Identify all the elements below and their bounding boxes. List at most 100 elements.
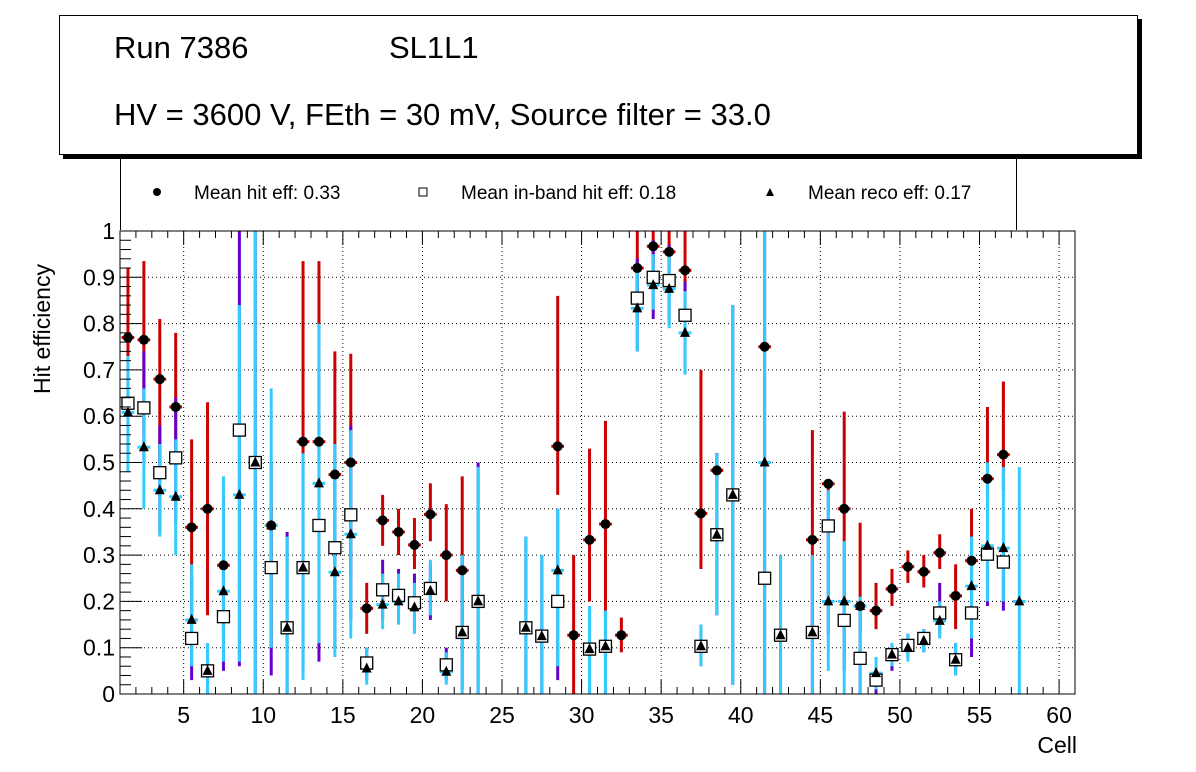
hit-eff-point [584, 534, 595, 545]
inband-eff-point [964, 606, 979, 620]
hit-eff-point [648, 241, 659, 252]
reco-eff-point [1014, 595, 1025, 606]
inband-eff-point [137, 401, 151, 415]
hit-eff-point [966, 555, 977, 566]
inband-eff-point [678, 308, 692, 322]
x-tick-label: 40 [728, 702, 754, 728]
reco-eff-point [218, 585, 229, 596]
x-tick-label: 15 [330, 702, 356, 728]
reco-eff-point [664, 282, 675, 293]
reco-eff-point [807, 626, 818, 637]
grid [120, 231, 1075, 694]
inband-eff-point [169, 451, 183, 465]
reco-eff-point [122, 406, 133, 417]
legend-reco-marker [766, 188, 774, 196]
x-tick-label: 10 [250, 702, 276, 728]
reco-eff-point [680, 326, 691, 337]
reco-eff-point [695, 640, 706, 651]
hit-eff-point [425, 509, 436, 520]
reco-eff-point [457, 626, 468, 637]
y-tick-label: 0.5 [83, 450, 115, 476]
reco-eff-point [345, 528, 356, 539]
inband-eff-point [853, 651, 867, 665]
x-tick-label: 50 [887, 702, 913, 728]
inband-eff-point [837, 613, 851, 628]
hit-eff-point [902, 561, 913, 572]
reco-eff-point [234, 488, 245, 499]
reco-eff-point [425, 584, 436, 595]
inband-eff-point [996, 555, 1011, 569]
reco-eff-point [520, 621, 531, 632]
hit-eff-point [457, 565, 468, 576]
x-tick-label: 55 [967, 702, 993, 728]
hit-eff-point [839, 503, 850, 514]
reco-eff-point [966, 580, 977, 591]
hit-eff-point [186, 522, 197, 533]
x-tick-label: 30 [569, 702, 595, 728]
reco-eff-point [250, 456, 261, 467]
reco-eff-point [823, 595, 834, 606]
legend-hit-label: Mean hit eff: 0.33 [194, 183, 341, 204]
reco-eff-point [138, 441, 149, 452]
legend-hit-marker [153, 188, 161, 196]
reco-eff-point [409, 601, 420, 612]
x-tick-label: 20 [410, 702, 436, 728]
reco-eff-point [982, 539, 993, 550]
legend [120, 155, 1017, 230]
hit-eff-point [823, 478, 834, 489]
reco-eff-point [727, 488, 738, 499]
hit-eff-point [680, 265, 691, 276]
x-tick-label: 60 [1046, 702, 1072, 728]
reco-eff-point [536, 630, 547, 641]
reco-eff-point [950, 653, 961, 664]
y-tick-label: 0.2 [83, 588, 115, 614]
reco-eff-point [361, 662, 372, 673]
reco-eff-point [186, 613, 197, 624]
inband-eff-point [821, 519, 835, 533]
hit-eff-point [329, 469, 340, 480]
reco-eff-point [632, 302, 643, 313]
hit-eff-point [616, 630, 627, 641]
reco-eff-point [377, 598, 388, 609]
hit-eff-point [998, 449, 1009, 460]
plot-frame [119, 230, 1076, 695]
reco-eff-point [775, 629, 786, 640]
hit-eff-point [934, 547, 945, 558]
hit-eff-point [711, 465, 722, 476]
inband-eff-point [216, 610, 231, 624]
reco-eff-point [711, 528, 722, 539]
y-tick-label: 0.8 [83, 311, 115, 337]
reco-eff-point [552, 564, 563, 575]
inband-eff-point [757, 571, 772, 585]
hit-eff-point [600, 519, 611, 530]
legend-inband-label: Mean in-band hit eff: 0.18 [461, 183, 677, 204]
x-tick-label: 45 [808, 702, 834, 728]
hit-eff-point [122, 332, 133, 343]
reco-eff-point [313, 477, 324, 488]
hit-eff-point [918, 566, 929, 577]
hit-eff-point [393, 526, 404, 537]
x-tick-label: 35 [648, 702, 674, 728]
hit-eff-point [377, 515, 388, 526]
legend-inband-marker [418, 187, 428, 197]
reco-eff-point [902, 641, 913, 652]
hit-eff-point [886, 583, 897, 594]
hit-eff-point [695, 508, 706, 519]
hit-eff-point [950, 590, 961, 601]
hit-eff-point [441, 550, 452, 561]
reco-eff-point [918, 634, 929, 645]
inband-eff-point [344, 508, 358, 522]
x-axis-label: Cell [1037, 732, 1077, 758]
hit-eff-point [218, 560, 229, 571]
reco-eff-point [998, 542, 1009, 553]
inband-eff-point [232, 423, 247, 437]
y-tick-label: 0.6 [83, 403, 115, 429]
inband-eff-point [264, 560, 278, 575]
legend-reco-label: Mean reco eff: 0.17 [808, 183, 972, 204]
reco-eff-point [759, 456, 770, 467]
hit-eff-point [202, 503, 213, 514]
reco-eff-point [886, 648, 897, 659]
inband-eff-point [312, 518, 326, 533]
x-tick-label: 25 [489, 702, 515, 728]
